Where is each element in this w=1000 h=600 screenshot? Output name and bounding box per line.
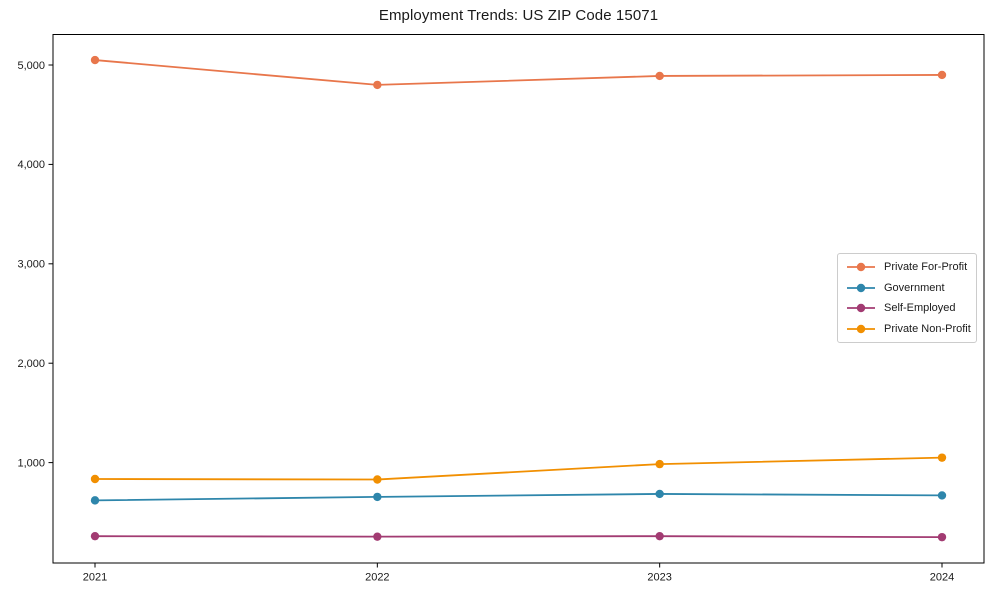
legend-label: Self-Employed bbox=[884, 302, 956, 315]
series-line-private-non-profit bbox=[94, 456, 943, 481]
legend-item-government: Government bbox=[846, 278, 972, 298]
legend-item-private-non-profit: Private Non-Profit bbox=[846, 319, 972, 339]
y-tick-label: 4,000 bbox=[17, 159, 45, 171]
data-point-self-employed-2022 bbox=[373, 532, 382, 541]
data-point-private-non-profit-2023 bbox=[655, 459, 664, 469]
data-point-private-for-profit-2021 bbox=[90, 55, 100, 65]
data-point-private-for-profit-2024 bbox=[937, 70, 947, 80]
data-point-self-employed-2024 bbox=[937, 532, 947, 542]
chart-title: Employment Trends: US ZIP Code 15071 bbox=[378, 7, 659, 24]
legend-marker-private-non-profit bbox=[847, 324, 875, 333]
data-point-private-non-profit-2021 bbox=[90, 474, 100, 484]
x-tick-label: 2022 bbox=[365, 572, 389, 584]
series-line-self-employed bbox=[94, 535, 943, 539]
data-point-self-employed-2023 bbox=[655, 531, 664, 541]
legend-marker-self-employed bbox=[847, 304, 875, 313]
x-tick-label: 2021 bbox=[83, 572, 107, 584]
legend-marker-private-for-profit bbox=[847, 263, 875, 272]
data-point-private-non-profit-2022 bbox=[373, 475, 382, 484]
data-point-government-2023 bbox=[655, 489, 664, 499]
legend-label: Private For-Profit bbox=[884, 261, 968, 274]
x-tick-label: 2024 bbox=[930, 572, 954, 584]
legend-item-self-employed: Self-Employed bbox=[846, 298, 972, 318]
data-point-government-2021 bbox=[90, 496, 100, 505]
data-point-private-non-profit-2024 bbox=[937, 453, 947, 462]
y-tick-label: 2,000 bbox=[17, 358, 45, 370]
legend-label: Government bbox=[884, 281, 945, 294]
data-point-government-2022 bbox=[373, 492, 382, 502]
data-point-private-for-profit-2022 bbox=[373, 80, 382, 90]
series-line-government bbox=[94, 493, 943, 502]
series-line-private-for-profit bbox=[94, 59, 943, 86]
y-tick-label: 3,000 bbox=[17, 259, 45, 271]
y-tick-label: 5,000 bbox=[17, 60, 45, 72]
data-point-self-employed-2021 bbox=[90, 531, 100, 541]
axes-spines bbox=[52, 34, 985, 564]
x-tick-label: 2023 bbox=[647, 572, 671, 584]
legend-marker-government bbox=[847, 283, 875, 292]
legend: Private For-Profit Government Self-Emplo… bbox=[837, 253, 977, 343]
legend-label: Private Non-Profit bbox=[884, 322, 971, 335]
y-tick-label: 1,000 bbox=[17, 457, 45, 469]
data-point-private-for-profit-2023 bbox=[655, 71, 664, 81]
data-point-government-2024 bbox=[937, 491, 947, 500]
legend-item-private-for-profit: Private For-Profit bbox=[846, 257, 972, 277]
